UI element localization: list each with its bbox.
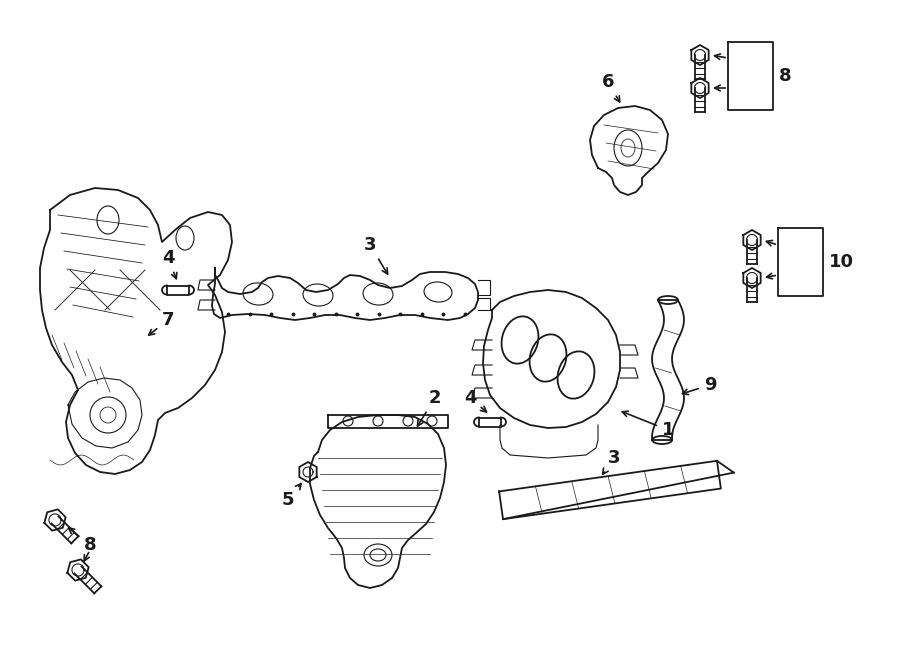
Text: 8: 8	[779, 67, 792, 85]
Text: 10: 10	[829, 253, 854, 271]
Text: 3: 3	[364, 236, 388, 274]
Text: 2: 2	[418, 389, 441, 426]
Text: 7: 7	[148, 311, 175, 335]
Text: 4: 4	[162, 249, 176, 279]
Text: 4: 4	[464, 389, 487, 412]
Text: 9: 9	[682, 376, 716, 395]
Text: 8: 8	[68, 528, 96, 554]
Text: 6: 6	[602, 73, 620, 102]
Text: 1: 1	[622, 411, 674, 439]
Text: 3: 3	[603, 449, 620, 474]
Text: 5: 5	[282, 484, 302, 509]
